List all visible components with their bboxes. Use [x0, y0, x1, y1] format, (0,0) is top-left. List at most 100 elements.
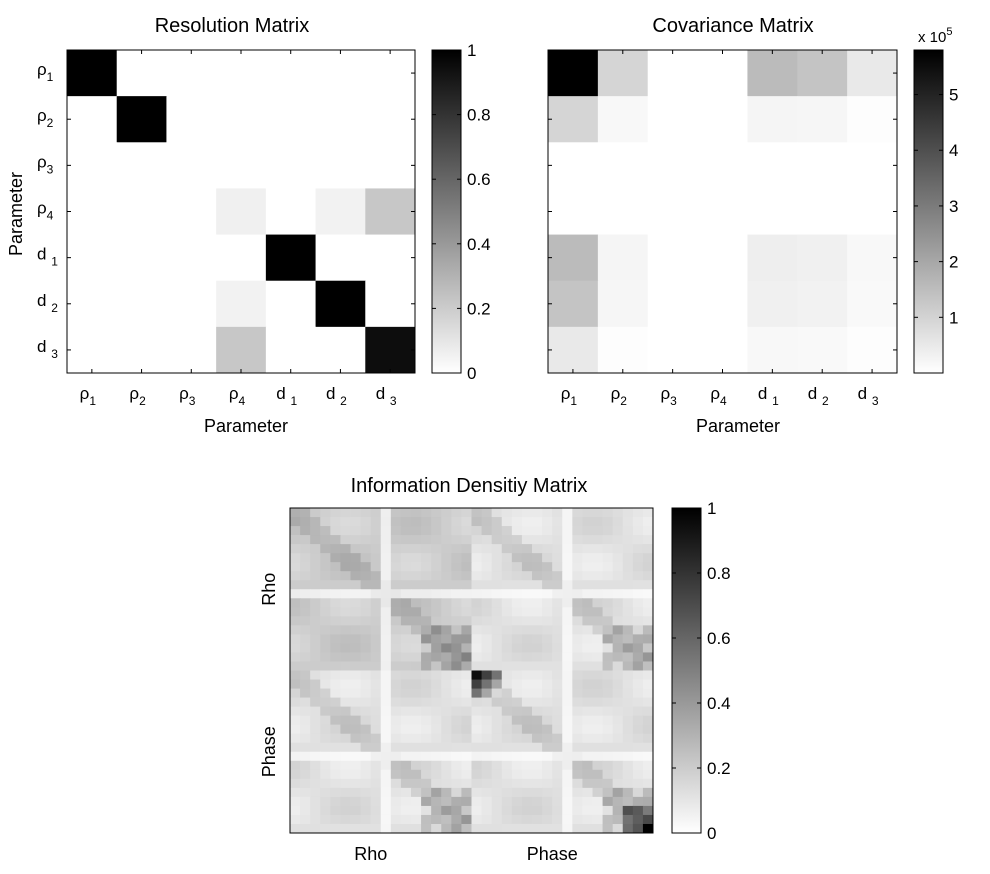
heatmap-cell: [602, 517, 614, 527]
heatmap-cell: [310, 679, 321, 690]
heatmap-cell: [370, 571, 382, 581]
heatmap-cell: [370, 652, 382, 662]
heatmap-cell: [481, 544, 493, 554]
heatmap-cell: [521, 769, 533, 780]
x-tick-label: d 1: [758, 384, 779, 408]
heatmap-cell: [380, 688, 392, 699]
heatmap-cell: [320, 796, 331, 807]
heatmap-cell: [400, 760, 412, 771]
heatmap-cell: [481, 535, 493, 545]
heatmap-cell: [532, 553, 543, 563]
heatmap-cell: [350, 544, 362, 554]
heatmap-cell: [572, 634, 583, 644]
heatmap-cell: [320, 823, 331, 834]
heatmap-cell: [582, 580, 593, 590]
resolution-matrix-panel: Resolution Matrix ρ1 ρ1 ρ2 ρ2 ρ3 ρ3 ρ4 ρ4 d 1 d 1…: [6, 15, 491, 436]
heatmap-cell: [491, 562, 503, 572]
heatmap-cell: [390, 688, 402, 699]
heatmap-cell: [542, 688, 553, 699]
heatmap-cell: [380, 607, 392, 617]
heatmap-cell: [501, 733, 513, 744]
heatmap-cell: [315, 50, 366, 97]
heatmap-cell: [320, 679, 331, 690]
heatmap-cell: [572, 589, 583, 599]
heatmap-cell: [511, 625, 523, 635]
heatmap-cell: [441, 571, 452, 581]
heatmap-cell: [471, 553, 483, 563]
heatmap-cell: [521, 616, 533, 626]
heatmap-cell: [542, 634, 553, 644]
heatmap-cell: [67, 234, 118, 282]
heatmap-cell: [300, 823, 311, 834]
heatmap-cell: [461, 733, 472, 744]
heatmap-cell: [451, 589, 462, 599]
heatmap-cell: [370, 814, 382, 825]
heatmap-cell: [622, 724, 634, 735]
heatmap-cell: [632, 643, 644, 653]
heatmap-cell: [330, 733, 341, 744]
heatmap-cell: [310, 697, 321, 708]
heatmap-cell: [552, 733, 563, 744]
heatmap-cell: [521, 760, 533, 771]
heatmap-cell: [642, 796, 654, 807]
heatmap-cell: [350, 643, 362, 653]
x-block-label: Phase: [527, 844, 578, 864]
heatmap-cell: [340, 679, 351, 690]
heatmap-cell: [622, 823, 634, 834]
heatmap-cell: [562, 508, 573, 518]
heatmap-cell: [501, 652, 513, 662]
heatmap-cell: [360, 517, 372, 527]
heatmap-cell: [310, 760, 321, 771]
heatmap-cell: [602, 607, 614, 617]
heatmap-cell: [380, 508, 392, 518]
colorbar-tick-label: 0.2: [707, 759, 731, 778]
heatmap-cell: [421, 715, 432, 726]
heatmap-cell: [532, 652, 543, 662]
heatmap-cell: [116, 50, 167, 97]
heatmap-cell: [411, 805, 422, 816]
heatmap-cell: [300, 517, 311, 527]
heatmap-cell: [370, 589, 382, 599]
x-tick-label: ρ3: [179, 384, 196, 408]
heatmap-cell: [310, 688, 321, 699]
heatmap-cell: [390, 742, 402, 753]
covariance-xlabel: Parameter: [696, 416, 780, 436]
heatmap-cell: [491, 526, 503, 536]
heatmap-cell: [390, 697, 402, 708]
heatmap-cell: [310, 526, 321, 536]
heatmap-cell: [632, 517, 644, 527]
heatmap-cell: [647, 50, 699, 97]
heatmap-cell: [632, 535, 644, 545]
heatmap-cell: [552, 769, 563, 780]
heatmap-cell: [330, 679, 341, 690]
heatmap-cell: [642, 751, 654, 762]
heatmap-cell: [471, 652, 483, 662]
heatmap-cell: [532, 508, 543, 518]
heatmap-cell: [451, 526, 462, 536]
x-tick-label: ρ2: [611, 384, 628, 408]
heatmap-cell: [265, 326, 317, 374]
heatmap-cell: [300, 778, 311, 789]
heatmap-cell: [481, 571, 493, 581]
heatmap-cell: [431, 634, 442, 644]
heatmap-cell: [632, 697, 644, 708]
heatmap-cell: [421, 634, 432, 644]
heatmap-cell: [290, 643, 301, 653]
heatmap-cell: [320, 706, 331, 717]
heatmap-cell: [501, 625, 513, 635]
heatmap-cell: [471, 787, 483, 798]
heatmap-cell: [642, 715, 654, 726]
heatmap-cell: [552, 517, 563, 527]
heatmap-cell: [481, 742, 493, 753]
heatmap-cell: [431, 598, 442, 608]
heatmap-cell: [501, 796, 513, 807]
heatmap-cell: [632, 562, 644, 572]
heatmap-cell: [400, 742, 412, 753]
heatmap-cell: [365, 234, 416, 282]
heatmap-cell: [300, 796, 311, 807]
heatmap-cell: [597, 280, 649, 328]
heatmap-cell: [441, 670, 452, 681]
heatmap-cell: [697, 50, 748, 97]
heatmap-cell: [411, 598, 422, 608]
heatmap-cell: [451, 625, 462, 635]
